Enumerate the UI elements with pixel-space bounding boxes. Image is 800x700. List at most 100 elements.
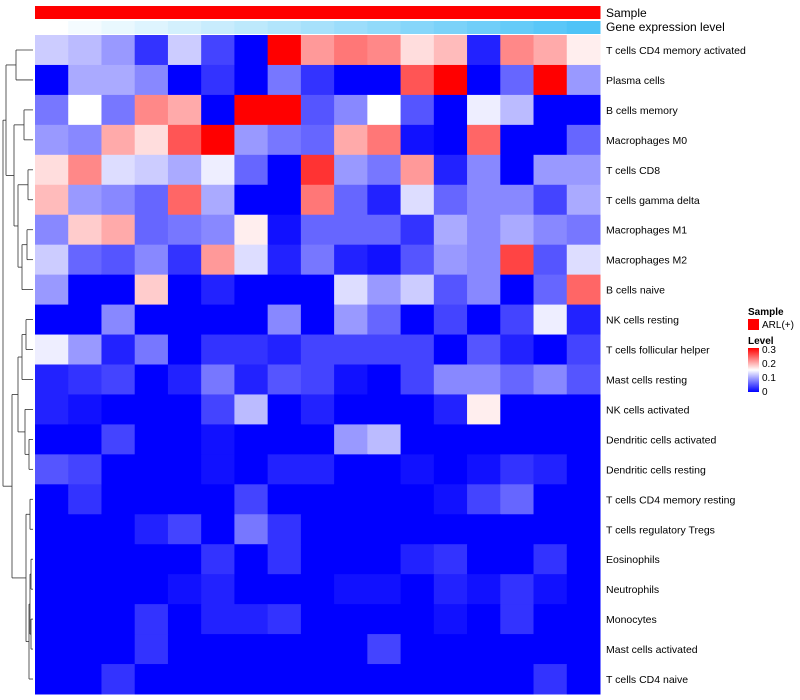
heatmap-cell [467, 394, 501, 425]
heatmap-cell [201, 334, 235, 365]
heatmap-cell [234, 634, 269, 665]
heatmap-cell [167, 664, 202, 695]
heatmap-cell [134, 484, 169, 515]
row-label: NK cells resting [606, 315, 679, 327]
heatmap-cell [101, 634, 136, 665]
heatmap-cell [566, 214, 601, 246]
heatmap-cell [201, 274, 235, 306]
heatmap-cell [400, 154, 435, 186]
heatmap-cell [201, 454, 235, 485]
gene-expression-annotation-label: Gene expression level [606, 20, 725, 34]
heatmap-cell [300, 454, 335, 485]
heatmap-cell [300, 544, 335, 575]
heatmap-cell [101, 424, 136, 455]
heatmap-cell [68, 454, 102, 485]
heatmap-cell [300, 394, 335, 425]
heatmap-cell [533, 64, 568, 96]
heatmap-cell [201, 394, 235, 425]
heatmap-cell [334, 454, 368, 485]
heatmap-cell [433, 574, 468, 605]
heatmap-cell [367, 35, 402, 66]
heatmap-cell [433, 454, 468, 485]
row-dendrogram [2, 49, 33, 680]
heatmap-cell [400, 454, 435, 485]
gene-expression-anno-cell [234, 21, 269, 34]
heatmap-cell [334, 244, 368, 276]
heatmap-cell [134, 424, 169, 455]
heatmap-cell [267, 214, 302, 246]
heatmap-cell [467, 304, 501, 336]
heatmap-cell [334, 634, 368, 665]
gene-expression-anno-cell [533, 21, 568, 34]
heatmap-cell [201, 544, 235, 575]
heatmap-cell [433, 334, 468, 365]
heatmap-cell [35, 244, 69, 276]
heatmap-cell [334, 574, 368, 605]
row-label: Mast cells activated [606, 644, 698, 656]
heatmap-cell [500, 214, 535, 246]
heatmap-cell [101, 214, 136, 246]
heatmap-cell [400, 664, 435, 695]
heatmap-cell [334, 364, 368, 395]
heatmap-cell [201, 154, 235, 186]
heatmap-cell [234, 35, 269, 66]
heatmap-cell [68, 214, 102, 246]
heatmap-cell [433, 274, 468, 306]
heatmap-cell [300, 244, 335, 276]
heatmap-cell [101, 604, 136, 635]
heatmap-cell [334, 514, 368, 545]
heatmap-cell [300, 634, 335, 665]
heatmap-cell [267, 664, 302, 695]
heatmap-cell [234, 154, 269, 186]
heatmap-cell [533, 634, 568, 665]
heatmap-cell [134, 334, 169, 365]
heatmap-cell [400, 274, 435, 306]
heatmap-cell [167, 364, 202, 395]
heatmap-cell [533, 184, 568, 216]
heatmap-cell [134, 124, 169, 156]
heatmap-cell [267, 244, 302, 276]
heatmap-cell [101, 244, 136, 276]
column-annotations: Sample Gene expression level [35, 6, 725, 34]
heatmap-cell [533, 544, 568, 575]
heatmap-cell [400, 394, 435, 425]
heatmap-cell [533, 484, 568, 515]
heatmap-cell [167, 394, 202, 425]
heatmap-cell [35, 604, 69, 635]
heatmap-cell [566, 64, 601, 96]
heatmap-cell [35, 484, 69, 515]
heatmap-cell [134, 304, 169, 336]
heatmap-cell [566, 364, 601, 395]
heatmap-cell [134, 35, 169, 66]
heatmap-cells [35, 35, 601, 695]
heatmap-cell [35, 634, 69, 665]
heatmap-cell [400, 334, 435, 365]
heatmap-cell [533, 574, 568, 605]
heatmap-cell [400, 64, 435, 96]
heatmap-cell [533, 274, 568, 306]
heatmap-cell [134, 574, 169, 605]
heatmap-cell [500, 544, 535, 575]
heatmap-cell [566, 184, 601, 216]
heatmap-cell [134, 244, 169, 276]
heatmap-cell [134, 94, 169, 126]
heatmap-cell [201, 514, 235, 545]
row-label: NK cells activated [606, 404, 690, 416]
heatmap-cell [201, 604, 235, 635]
heatmap-cell [167, 244, 202, 276]
heatmap-cell [334, 154, 368, 186]
row-label: Monocytes [606, 614, 657, 626]
heatmap-cell [167, 514, 202, 545]
heatmap-cell [201, 424, 235, 455]
heatmap-cell [300, 604, 335, 635]
row-label: Neutrophils [606, 584, 659, 596]
heatmap-cell [433, 214, 468, 246]
heatmap-cell [367, 574, 402, 605]
sample-anno-cell [35, 6, 69, 19]
heatmap-cell [267, 574, 302, 605]
heatmap-cell [68, 274, 102, 306]
gene-expression-anno-cell [367, 21, 402, 34]
heatmap-cell [267, 634, 302, 665]
heatmap-cell [566, 544, 601, 575]
heatmap-cell [35, 64, 69, 96]
